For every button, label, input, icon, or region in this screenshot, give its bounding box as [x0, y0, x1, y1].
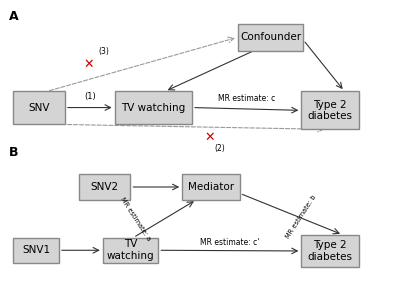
FancyBboxPatch shape	[238, 24, 303, 51]
Text: (1): (1)	[84, 92, 96, 101]
Text: MR estimate: a: MR estimate: a	[119, 196, 151, 241]
Text: (3): (3)	[99, 47, 110, 56]
Text: Type 2
diabetes: Type 2 diabetes	[308, 100, 352, 121]
FancyBboxPatch shape	[182, 174, 240, 200]
Text: SNV1: SNV1	[22, 245, 50, 255]
Text: (2): (2)	[214, 144, 225, 153]
Text: Confounder: Confounder	[240, 32, 301, 42]
Text: SNV2: SNV2	[91, 182, 119, 192]
Text: TV
watching: TV watching	[107, 239, 154, 261]
FancyBboxPatch shape	[13, 91, 65, 124]
Text: ✕: ✕	[205, 131, 215, 144]
Text: Type 2
diabetes: Type 2 diabetes	[308, 240, 352, 262]
FancyBboxPatch shape	[114, 91, 192, 124]
FancyBboxPatch shape	[301, 91, 359, 129]
Text: A: A	[9, 10, 19, 23]
Text: Mediator: Mediator	[188, 182, 234, 192]
Text: SNV: SNV	[28, 103, 50, 112]
Text: MR estimate: c': MR estimate: c'	[200, 238, 260, 247]
FancyBboxPatch shape	[13, 238, 59, 263]
Text: MR estimate: c: MR estimate: c	[218, 94, 275, 103]
Text: B: B	[9, 146, 19, 159]
FancyBboxPatch shape	[103, 238, 158, 263]
FancyBboxPatch shape	[79, 174, 130, 200]
Text: MR estimate: b: MR estimate: b	[285, 195, 318, 240]
FancyBboxPatch shape	[301, 235, 359, 267]
Text: TV watching: TV watching	[121, 103, 186, 112]
Text: ✕: ✕	[84, 58, 94, 71]
